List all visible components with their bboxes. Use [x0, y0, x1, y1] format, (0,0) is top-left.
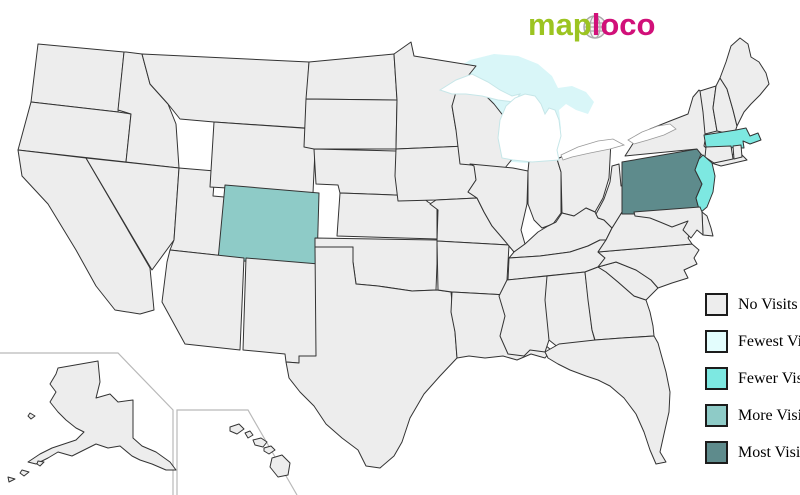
- legend-label: More Visits: [738, 407, 800, 424]
- state-WY: [209, 121, 317, 194]
- michigan-upper-peninsula: [438, 73, 522, 103]
- state-PA: [621, 148, 703, 215]
- state-NM: [242, 257, 320, 364]
- alaska-inset: [7, 360, 177, 483]
- legend-row-no-visits: No Visits: [705, 293, 800, 316]
- state-AK: [27, 360, 177, 471]
- visit-legend: No Visits Fewest Visits Fewer Visits Mor…: [705, 293, 800, 478]
- logo-text-map: map: [528, 7, 592, 42]
- hawaii-island: [244, 430, 254, 439]
- state-ND: [305, 53, 398, 101]
- legend-swatch-fewest-visits: [705, 330, 728, 353]
- logo-text-loco: loco: [591, 7, 656, 42]
- legend-row-most-visits: Most Visits: [705, 441, 800, 464]
- hawaii-inset: [229, 423, 291, 478]
- legend-label: No Visits: [738, 296, 798, 313]
- legend-label: Most Visits: [738, 444, 800, 461]
- hawaii-island: [252, 437, 268, 448]
- state-ME: [719, 37, 770, 127]
- state-WA: [30, 43, 125, 113]
- inset-frames: [0, 352, 298, 495]
- legend-swatch-no-visits: [705, 293, 728, 316]
- state-IN: [527, 158, 562, 229]
- state-FL: [544, 335, 671, 465]
- lake-erie: [560, 138, 626, 161]
- maploco-logo[interactable]: maploco: [528, 8, 655, 42]
- alaska-inset-frame: [0, 352, 174, 495]
- legend-row-fewest-visits: Fewest Visits: [705, 330, 800, 353]
- legend-row-fewer-visits: Fewer Visits: [705, 367, 800, 390]
- state-RI: [732, 144, 743, 160]
- state-AZ: [161, 249, 245, 351]
- alaska-island: [27, 412, 36, 420]
- legend-row-more-visits: More Visits: [705, 404, 800, 427]
- hawaii-island: [269, 454, 291, 478]
- legend-swatch-fewer-visits: [705, 367, 728, 390]
- state-CO: [217, 184, 320, 265]
- state-AR: [436, 240, 510, 296]
- state-SD: [303, 98, 398, 150]
- state-TX: [285, 246, 458, 469]
- legend-label: Fewest Visits: [738, 333, 800, 350]
- state-MS: [498, 275, 550, 357]
- alaska-island: [7, 476, 16, 483]
- alaska-island: [36, 460, 45, 467]
- michigan-lower-peninsula: [497, 93, 562, 163]
- state-NC: [597, 243, 700, 289]
- state-MI: [438, 73, 562, 163]
- state-CT: [704, 145, 734, 164]
- legend-label: Fewer Visits: [738, 370, 800, 387]
- lake-ontario: [627, 123, 677, 145]
- legend-swatch-more-visits: [705, 404, 728, 427]
- states-layer: [17, 37, 770, 469]
- state-NJ: [694, 154, 716, 214]
- hawaii-island: [263, 445, 276, 455]
- state-DE: [701, 211, 714, 237]
- hawaii-inset-frame: [176, 409, 298, 495]
- alaska-island: [19, 469, 30, 477]
- state-HI: [229, 423, 245, 435]
- state-MD: [633, 206, 704, 239]
- globe-icon: [583, 15, 607, 39]
- legend-swatch-most-visits: [705, 441, 728, 464]
